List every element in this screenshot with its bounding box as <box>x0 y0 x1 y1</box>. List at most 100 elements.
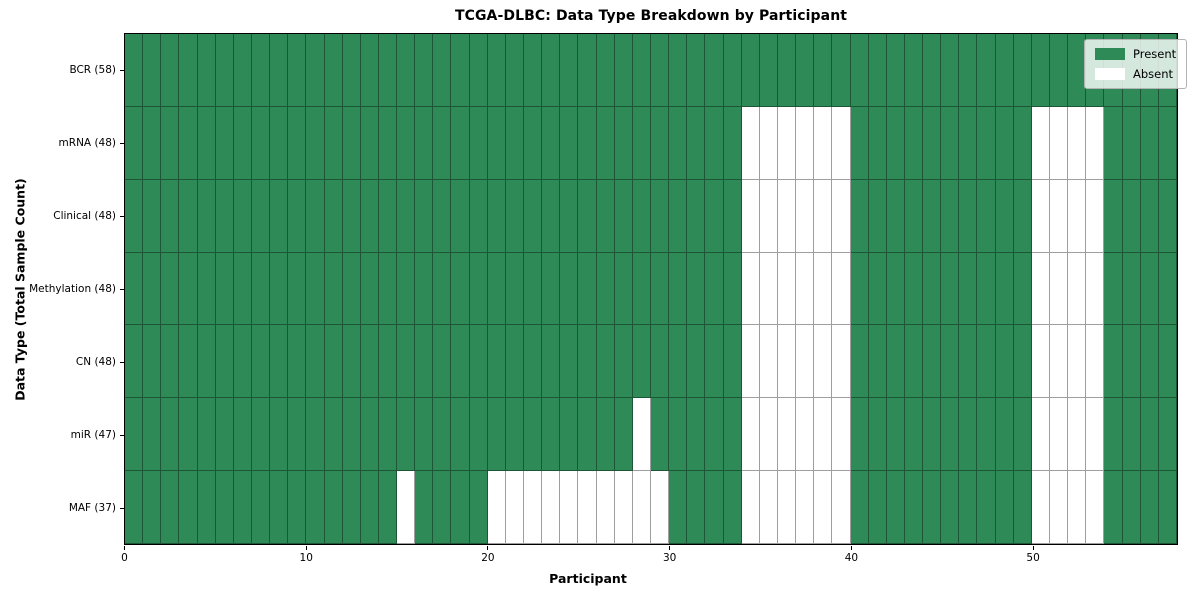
heatmap-cell <box>723 471 742 544</box>
heatmap-cell <box>814 471 833 544</box>
heatmap-cell <box>487 252 506 326</box>
x-tick-label: 20 <box>481 552 495 564</box>
heatmap-cell <box>1050 34 1069 107</box>
heatmap-cell <box>705 471 724 544</box>
heatmap-cell <box>233 471 252 544</box>
heatmap-cell <box>524 106 543 180</box>
heatmap-cell <box>832 252 851 326</box>
heatmap-cell <box>288 252 307 326</box>
heatmap-cell <box>487 325 506 399</box>
heatmap-cell <box>1031 398 1051 472</box>
heatmap-cell <box>941 325 960 399</box>
heatmap-cell <box>487 34 506 107</box>
heatmap-cell <box>904 34 924 107</box>
heatmap-cell <box>959 34 978 107</box>
heatmap-cell <box>270 252 289 326</box>
heatmap-cell <box>288 179 307 253</box>
heatmap-cell <box>324 398 343 472</box>
heatmap-cell <box>469 179 488 253</box>
heatmap-cell <box>977 252 996 326</box>
heatmap-cell <box>741 179 760 253</box>
heatmap-cell <box>270 398 289 472</box>
heatmap-cell <box>270 471 289 544</box>
heatmap-cell <box>451 252 470 326</box>
x-tick-label: 30 <box>662 552 677 564</box>
heatmap-cell <box>524 252 543 326</box>
heatmap-cell <box>487 179 506 253</box>
heatmap-cell <box>288 325 307 399</box>
heatmap-cell <box>1104 179 1123 253</box>
heatmap-cell <box>1086 179 1105 253</box>
heatmap-cell <box>251 398 271 472</box>
heatmap-cell <box>524 471 543 544</box>
heatmap-cell <box>886 179 905 253</box>
heatmap-cell <box>796 179 815 253</box>
heatmap-cell <box>705 179 724 253</box>
y-tick-mark <box>120 142 124 144</box>
heatmap-cell <box>1013 471 1032 544</box>
heatmap-cell <box>850 252 869 326</box>
heatmap-cell <box>233 398 252 472</box>
heatmap-cell <box>197 252 216 326</box>
heatmap-cell <box>741 106 760 180</box>
heatmap-cell <box>687 398 706 472</box>
heatmap-cell <box>759 34 778 107</box>
heatmap-cell <box>1050 471 1069 544</box>
heatmap-cell <box>215 106 234 180</box>
heatmap-cell <box>125 34 144 107</box>
heatmap-cell <box>397 398 416 472</box>
x-tick-mark <box>305 546 307 550</box>
heatmap-cell <box>1140 106 1159 180</box>
heatmap-cell <box>179 325 198 399</box>
heatmap-cell <box>487 471 506 544</box>
heatmap-cell <box>360 179 379 253</box>
heatmap-cell <box>1086 252 1105 326</box>
heatmap-cell <box>977 34 996 107</box>
y-tick-mark <box>120 362 124 364</box>
heatmap-cell <box>378 106 398 180</box>
heatmap-cell <box>904 106 924 180</box>
heatmap-cell <box>179 34 198 107</box>
heatmap-cell <box>614 398 633 472</box>
heatmap-cell <box>378 34 398 107</box>
heatmap-cell <box>378 398 398 472</box>
heatmap-cell <box>941 398 960 472</box>
heatmap-cell <box>560 106 579 180</box>
heatmap-cell <box>505 471 525 544</box>
x-tick-label: 40 <box>844 552 859 564</box>
x-tick-mark <box>669 546 671 550</box>
heatmap-cell <box>596 471 615 544</box>
heatmap-cell <box>578 398 597 472</box>
heatmap-cell <box>233 252 252 326</box>
heatmap-cell <box>814 398 833 472</box>
heatmap-cell <box>1068 179 1087 253</box>
heatmap-cell <box>614 471 633 544</box>
heatmap-cell <box>904 398 924 472</box>
heatmap-cell <box>614 252 633 326</box>
heatmap-cell <box>832 398 851 472</box>
heatmap-cell <box>796 325 815 399</box>
heatmap-cell <box>886 106 905 180</box>
heatmap-cell <box>723 325 742 399</box>
heatmap-cell <box>850 34 869 107</box>
heatmap-cell <box>1122 325 1141 399</box>
heatmap-cell <box>306 179 325 253</box>
heatmap-cell <box>723 252 742 326</box>
heatmap-cell <box>995 106 1014 180</box>
heatmap-cell <box>505 34 525 107</box>
heatmap-cell <box>1050 398 1069 472</box>
heatmap-cell <box>1122 252 1141 326</box>
heatmap-cell <box>814 34 833 107</box>
heatmap-cell <box>233 34 252 107</box>
heatmap-cell <box>886 325 905 399</box>
heatmap-cell <box>433 252 452 326</box>
heatmap-cell <box>741 34 760 107</box>
heatmap-cell <box>977 325 996 399</box>
heatmap-cell <box>596 106 615 180</box>
heatmap-cell <box>451 106 470 180</box>
heatmap-cell <box>705 325 724 399</box>
heatmap-cell <box>270 34 289 107</box>
heatmap-cell <box>125 325 144 399</box>
heatmap-cell <box>524 325 543 399</box>
